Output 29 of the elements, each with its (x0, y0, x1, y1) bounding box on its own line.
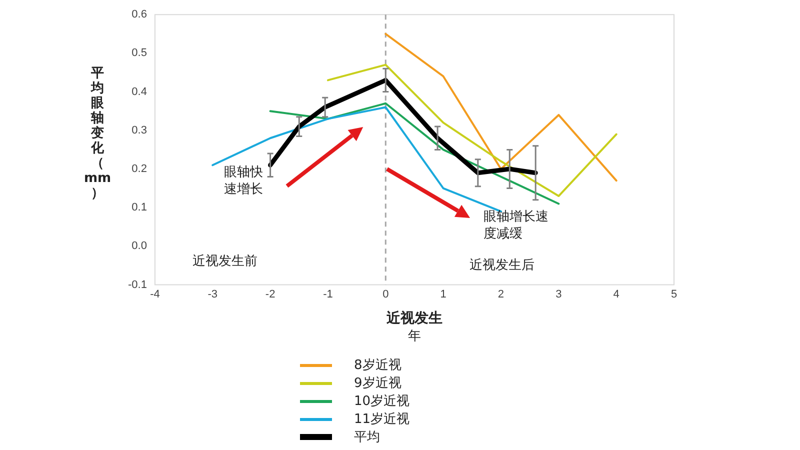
annotation: 眼轴增长速度减缓 (484, 210, 549, 242)
legend-label: 9岁近视 (354, 375, 402, 392)
legend-label: 11岁近视 (354, 411, 410, 428)
y-tick-label: 0.3 (132, 124, 147, 136)
x-tick-label: 3 (556, 288, 562, 300)
x-tick-label: 2 (498, 288, 504, 300)
y-tick-label: 0.1 (132, 202, 147, 214)
x-tick-label: 1 (440, 288, 446, 300)
x-tick-label: -4 (150, 288, 160, 300)
y-tick-label: 0.2 (132, 163, 147, 176)
legend-label: 平均 (354, 429, 380, 446)
text: 平均眼轴变化（mm） (84, 66, 112, 201)
x-tick-label: -3 (208, 288, 218, 300)
x-tick-label: -1 (323, 288, 333, 300)
x-tick-label: 0 (382, 288, 389, 300)
x-tick-label: -2 (265, 288, 276, 300)
y-tick-label: 0.0 (132, 240, 147, 252)
legend-label: 8岁近视 (354, 357, 402, 374)
y-tick-label: -0.1 (128, 278, 147, 291)
x-tick-label: 4 (613, 288, 620, 300)
x-axis-title: 近视发生年 (385, 309, 442, 344)
legend-label: 10岁近视 (354, 393, 410, 410)
x-tick-label: 5 (670, 288, 678, 300)
annotation: 近视发生后 (469, 258, 534, 273)
y-tick-label: 0.6 (132, 8, 147, 21)
y-tick-label: 0.4 (132, 86, 147, 98)
annotation: 近视发生前 (192, 254, 258, 270)
y-tick-label: 0.5 (132, 47, 147, 60)
annotation: 眼轴快速增长 (224, 165, 264, 198)
